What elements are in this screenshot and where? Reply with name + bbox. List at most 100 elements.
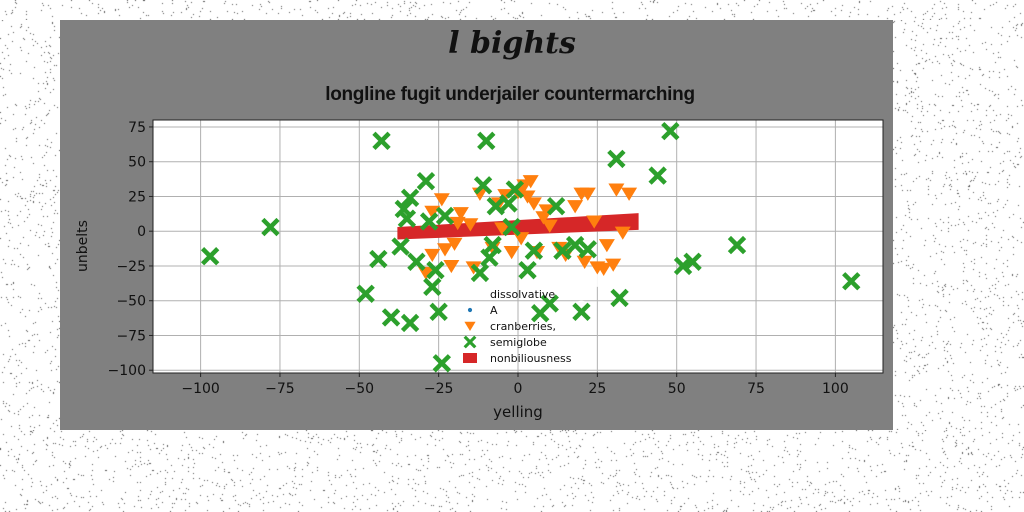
- x-axis-label: yelling: [493, 403, 543, 421]
- fill-band-nonbiliousness: [397, 213, 639, 240]
- point-semiglobe: [416, 171, 436, 191]
- x-tick-label: −25: [424, 381, 454, 397]
- point-dissolvative: [441, 277, 456, 292]
- point-semiglobe: [483, 235, 502, 255]
- x-tick-label: 100: [822, 381, 849, 397]
- point-semiglobe: [480, 248, 499, 267]
- point-semiglobe: [499, 194, 518, 213]
- point-semiglobe: [470, 263, 490, 283]
- point-cranberries-: [538, 204, 555, 218]
- point-semiglobe: [372, 131, 391, 151]
- y-tick-label: −25: [116, 259, 146, 275]
- x-tick-label: −100: [181, 381, 219, 397]
- point-semiglobe: [502, 217, 521, 237]
- point-cranberries-: [621, 187, 638, 201]
- point-semiglobe: [435, 206, 455, 226]
- point-semiglobe: [261, 217, 280, 237]
- point-semiglobe: [842, 272, 861, 291]
- point-semiglobe: [727, 235, 747, 255]
- point-semiglobe: [381, 308, 401, 327]
- point-cranberries-: [484, 241, 501, 256]
- point-semiglobe: [407, 252, 426, 271]
- point-semiglobe: [648, 166, 667, 185]
- point-cranberries-: [424, 205, 441, 219]
- legend-marker: [464, 288, 476, 300]
- y-tick-label: 0: [137, 224, 146, 240]
- point-cranberries-: [449, 216, 466, 231]
- point-cranberries-: [503, 246, 520, 260]
- point-semiglobe: [578, 240, 598, 259]
- x-tick-label: 25: [588, 381, 606, 397]
- point-cranberries-: [525, 197, 542, 211]
- scatter-chart: −100 −75 −50 −25 0 25 50 75 100 −100 −75 −50 −25 0 25…: [75, 119, 884, 421]
- x-tick-label: 50: [668, 381, 686, 397]
- point-semiglobe: [518, 260, 537, 280]
- point-semiglobe: [419, 212, 439, 231]
- y-tick-label: −100: [108, 363, 146, 379]
- point-semiglobe: [423, 277, 442, 296]
- x-tick-label: 0: [514, 381, 523, 397]
- chart-title: longline fugit underjailer countermarchi…: [325, 84, 695, 105]
- point-cranberries-: [541, 219, 558, 233]
- point-semiglobe: [607, 149, 626, 169]
- x-axis: −100 −75 −50 −25 0 25 50 75 100: [181, 373, 849, 397]
- legend-label: cranberries,: [490, 320, 556, 333]
- y-tick-label: 50: [128, 155, 146, 171]
- point-semiglobe: [356, 284, 375, 303]
- point-semiglobe: [546, 197, 566, 216]
- legend-marker: [463, 335, 477, 349]
- point-cranberries-: [519, 190, 536, 204]
- y-tick-label: −75: [116, 328, 146, 344]
- grid-lines: [153, 120, 883, 373]
- point-cranberries-: [586, 215, 603, 229]
- x-tick-label: 75: [747, 381, 765, 397]
- legend-label: dissolvative: [490, 288, 555, 301]
- fill-band-layer: [397, 213, 639, 240]
- point-semiglobe: [524, 241, 544, 260]
- legend-label: semiglobe: [490, 336, 547, 349]
- point-semiglobe: [473, 176, 493, 195]
- point-semiglobe: [477, 131, 496, 151]
- y-axis: −100 −75 −50 −25 0 25 50 75: [108, 120, 153, 379]
- point-cranberries-: [605, 258, 622, 272]
- point-semiglobe: [432, 354, 452, 373]
- point-semiglobe: [391, 237, 410, 256]
- y-tick-label: 75: [128, 120, 146, 136]
- point-semiglobe: [565, 235, 585, 255]
- point-semiglobe: [200, 247, 220, 266]
- point-semiglobe: [369, 249, 388, 269]
- point-semiglobe: [486, 197, 505, 216]
- point-cranberries-: [433, 193, 450, 207]
- y-tick-label: −50: [116, 294, 146, 310]
- point-cranberries-: [424, 248, 441, 263]
- point-cranberries-: [598, 239, 615, 253]
- point-cranberries-: [437, 243, 453, 257]
- point-cranberries-: [595, 262, 612, 276]
- point-semiglobe: [426, 260, 445, 280]
- point-semiglobe: [429, 302, 448, 322]
- point-cranberries-: [494, 222, 511, 236]
- point-semiglobe: [540, 294, 559, 313]
- point-semiglobe: [397, 209, 417, 228]
- point-semiglobe: [572, 302, 591, 322]
- point-semiglobe: [400, 313, 420, 333]
- point-dissolvative: [479, 282, 494, 297]
- point-semiglobe: [661, 121, 680, 141]
- point-semiglobe: [400, 188, 420, 208]
- x-tick-label: −75: [265, 381, 295, 397]
- point-cranberries-: [452, 207, 469, 221]
- points-layer: [200, 121, 861, 373]
- legend-marker: [464, 321, 476, 332]
- legend-marker: [463, 353, 477, 363]
- figure: −100 −75 −50 −25 0 25 50 75 100 −100 −75 −50 −25 0 25…: [60, 20, 893, 430]
- point-cranberries-: [608, 183, 625, 197]
- point-cranberries-: [576, 255, 593, 269]
- point-cranberries-: [579, 187, 596, 201]
- legend-label: nonbiliousness: [490, 352, 572, 365]
- y-axis-label: unbelts: [75, 220, 91, 272]
- point-cranberries-: [446, 237, 463, 251]
- point-cranberries-: [443, 259, 460, 274]
- point-dissolvative: [590, 272, 605, 287]
- x-tick-label: −50: [345, 381, 375, 397]
